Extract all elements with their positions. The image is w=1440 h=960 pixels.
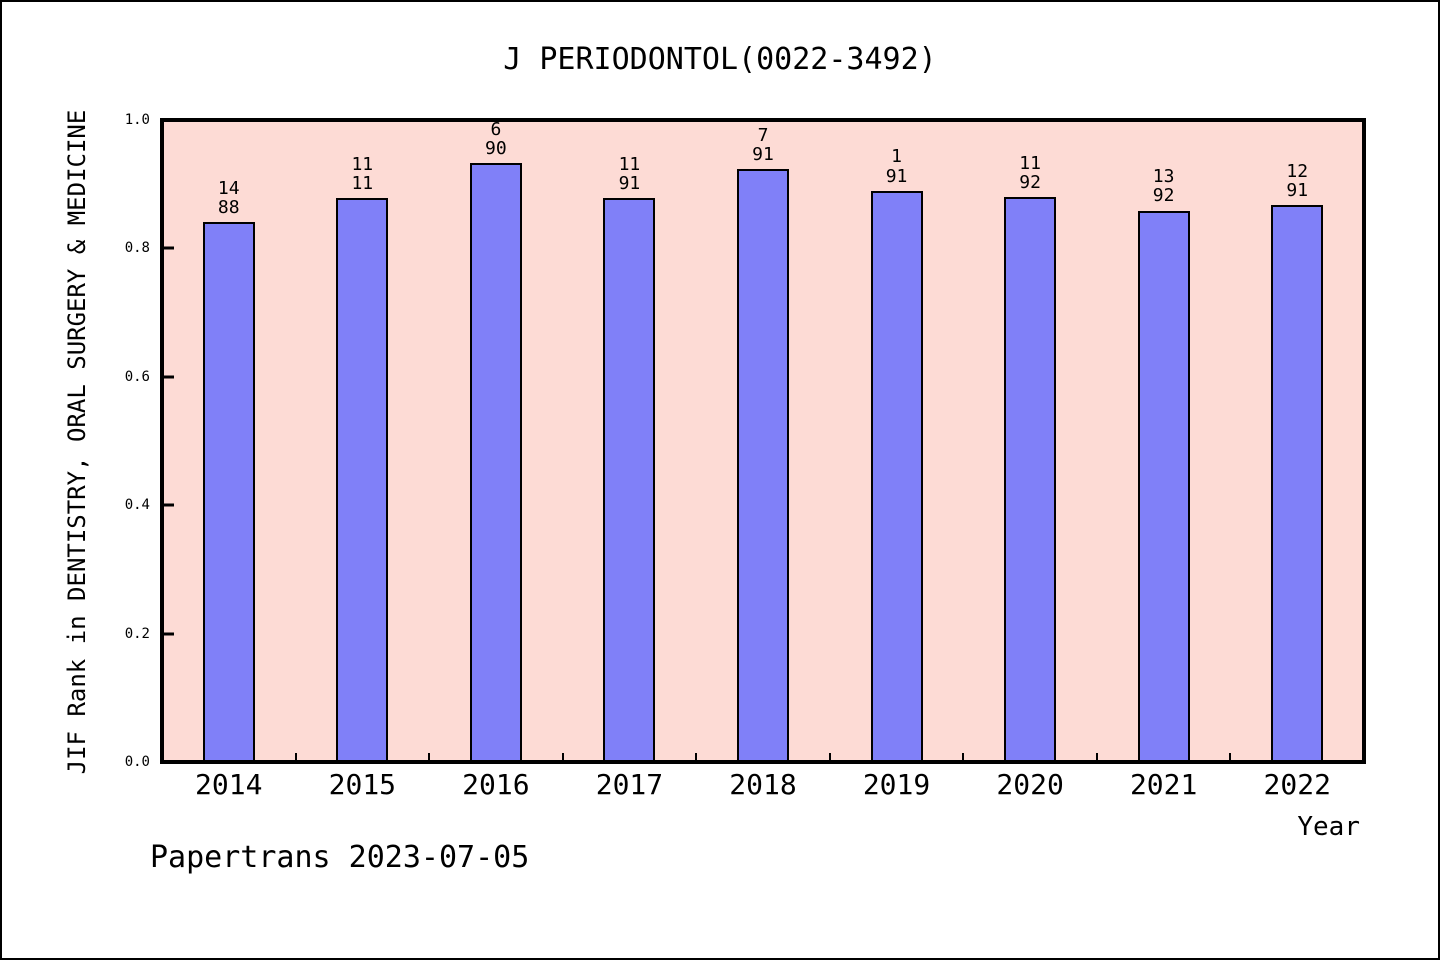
x-axis-title: Year — [1297, 812, 1360, 842]
plot-area: 14 88 11 11 6 90 11 91 7 91 1 91 11 92 13 92 12 … — [160, 118, 1366, 764]
x-tick-label-2022: 2022 — [1263, 768, 1331, 801]
x-tick-label-2016: 2016 — [462, 768, 530, 801]
bar-2017 — [603, 197, 656, 762]
x-axis-minor-tick — [828, 753, 831, 762]
bar-value-label: 11 92 — [1019, 152, 1041, 193]
y-tick-label-0.6: 0.6 — [124, 368, 150, 385]
bar-value-label: 14 88 — [217, 177, 240, 218]
y-axis-tick-labels: 0.0 0.2 0.4 0.6 0.8 1.0 — [2, 112, 152, 770]
bar-slot-2020: 11 92 — [963, 120, 1097, 762]
x-axis-tick-labels: 2014 2015 2016 2017 2018 2019 2020 2021 2022 — [162, 768, 1364, 802]
bar-slot-2021: 13 92 — [1097, 120, 1231, 762]
bar-2014 — [202, 222, 255, 762]
bar-2016 — [469, 163, 522, 762]
x-tick-label-2017: 2017 — [595, 768, 664, 801]
bar-slot-2015: 11 11 — [296, 120, 430, 762]
bar-2019 — [870, 190, 923, 762]
y-axis-tick — [162, 246, 174, 250]
x-tick-label-2021: 2021 — [1129, 768, 1198, 801]
x-axis-minor-tick — [1229, 753, 1232, 762]
x-axis-minor-tick — [294, 753, 297, 762]
bar-slot-2016: 6 90 — [429, 120, 563, 762]
x-tick-label-2019: 2019 — [862, 768, 931, 801]
bar-slot-2019: 1 91 — [830, 120, 964, 762]
x-tick-label-2020: 2020 — [996, 768, 1064, 801]
y-axis-tick — [162, 375, 174, 379]
y-tick-label-0.8: 0.8 — [124, 240, 150, 257]
x-tick-label-2015: 2015 — [328, 768, 397, 801]
bar-value-label: 12 91 — [1286, 160, 1309, 201]
x-axis-minor-tick — [1095, 753, 1098, 762]
bar-value-label: 7 91 — [752, 125, 774, 166]
footer-text: Papertrans 2023-07-05 — [150, 840, 530, 875]
bar-2021 — [1137, 210, 1190, 762]
bar-slot-2017: 11 91 — [563, 120, 697, 762]
x-axis-minor-tick — [962, 753, 965, 762]
y-axis-tick — [162, 632, 174, 636]
bar-slot-2014: 14 88 — [162, 120, 296, 762]
y-tick-label-0.4: 0.4 — [124, 497, 150, 514]
bar-value-label: 1 91 — [885, 146, 908, 187]
chart-title: J PERIODONTOL(0022-3492) — [503, 42, 937, 77]
x-axis-minor-tick — [695, 753, 698, 762]
y-tick-label-1.0: 1.0 — [124, 112, 150, 128]
y-axis-tick — [162, 503, 174, 507]
x-axis-minor-tick — [428, 753, 431, 762]
x-tick-label-2018: 2018 — [729, 768, 797, 801]
bar-value-label: 6 90 — [485, 118, 507, 159]
bar-value-label: 11 91 — [618, 153, 641, 194]
bar-value-label: 13 92 — [1152, 166, 1175, 207]
bar-2018 — [736, 169, 789, 762]
bar-2020 — [1004, 197, 1057, 762]
bar-2015 — [336, 197, 389, 762]
bar-value-label: 11 11 — [351, 153, 374, 194]
x-axis-minor-tick — [561, 753, 564, 762]
bar-slot-2018: 7 91 — [696, 120, 830, 762]
x-tick-label-2014: 2014 — [195, 768, 263, 801]
bar-slot-2022: 12 91 — [1230, 120, 1364, 762]
y-tick-label-0.0: 0.0 — [124, 754, 150, 770]
y-tick-label-0.2: 0.2 — [124, 625, 150, 642]
bar-2022 — [1271, 204, 1324, 762]
